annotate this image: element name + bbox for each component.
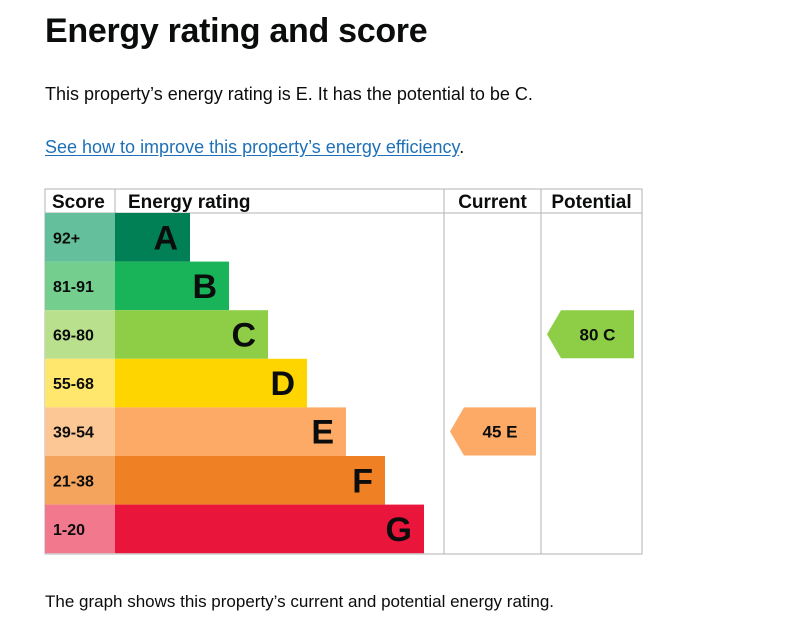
score-range-g: 1-20 [53,522,85,539]
potential-rating-label: 80 C [580,325,616,344]
header-current: Current [458,192,527,213]
score-cell-f [45,456,115,505]
header-energy-rating: Energy rating [128,192,250,213]
header-score: Score [52,192,105,213]
link-suffix: . [459,137,465,157]
score-range-f: 21-38 [53,473,94,490]
rating-letter-e: E [311,414,334,452]
score-cell-a [45,213,115,262]
rating-summary: This property’s energy rating is E. It h… [45,84,533,104]
header-potential: Potential [551,192,631,213]
rating-bar-f [115,456,385,505]
potential-rating-arrow [547,310,634,359]
chart-description: The graph shows this property’s current … [45,592,555,611]
page-title: Energy rating and score [45,12,428,50]
current-rating-label: 45 E [483,422,518,441]
improve-link-line: See how to improve this property’s energ… [45,137,464,158]
rating-bar-e [115,407,346,456]
score-cell-b [45,261,115,311]
rating-letter-d: D [270,365,295,403]
rating-letter-a: A [153,219,178,257]
rating-bar-c [115,310,268,359]
current-rating-arrow [450,407,536,456]
rating-bar-d [115,358,307,408]
score-range-b: 81-91 [53,279,94,296]
energy-rating-chart: Score Energy rating Current Potential 92+ A 81… [44,188,643,555]
rating-bar-a [115,213,190,262]
improve-efficiency-link[interactable]: See how to improve this property’s energ… [45,137,460,157]
rating-letter-c: C [231,317,256,355]
score-cell-c [45,310,115,359]
rating-letter-f: F [352,462,373,500]
score-cell-d [45,358,115,408]
rating-bar-g [115,504,424,554]
rating-letter-g: G [386,511,412,549]
score-range-a: 92+ [53,230,80,247]
score-cell-e [45,407,115,456]
score-cell-g [45,504,115,554]
score-range-c: 69-80 [53,328,94,345]
rating-letter-b: B [192,268,217,306]
score-range-d: 55-68 [53,376,94,393]
rating-bar-b [115,261,229,311]
score-range-e: 39-54 [53,425,94,442]
